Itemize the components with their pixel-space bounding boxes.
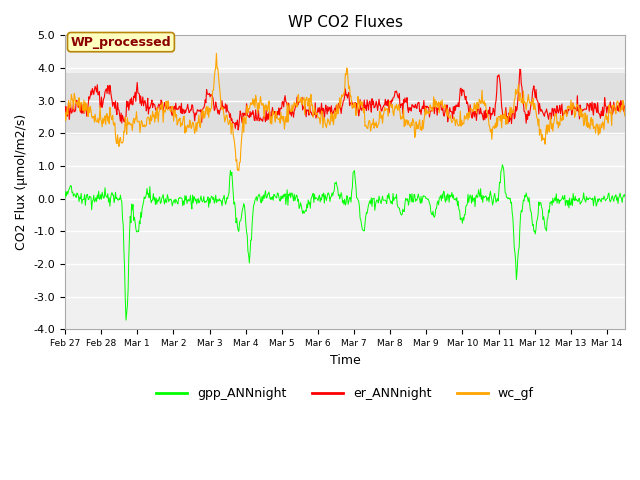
gpp_ANNnight	[545, 207, 552, 213]
wc_gf	[545, 125, 552, 131]
wc_gf	[212, 50, 220, 56]
gpp_ANNnight	[122, 317, 130, 323]
er_ANNnight	[545, 116, 552, 122]
wc_gf	[419, 126, 427, 132]
er_ANNnight	[61, 112, 69, 118]
er_ANNnight	[234, 127, 242, 133]
Y-axis label: CO2 Flux (μmol/m2/s): CO2 Flux (μmol/m2/s)	[15, 114, 28, 251]
wc_gf	[95, 116, 103, 122]
Legend: gpp_ANNnight, er_ANNnight, wc_gf: gpp_ANNnight, er_ANNnight, wc_gf	[151, 383, 539, 406]
X-axis label: Time: Time	[330, 354, 360, 367]
Text: WP_processed: WP_processed	[70, 36, 172, 48]
gpp_ANNnight	[402, 196, 410, 202]
Line: er_ANNnight: er_ANNnight	[65, 69, 625, 130]
Line: gpp_ANNnight: gpp_ANNnight	[65, 165, 625, 320]
wc_gf	[621, 113, 629, 119]
Line: wc_gf: wc_gf	[65, 53, 625, 170]
Bar	[65, 73, 625, 135]
er_ANNnight	[419, 103, 426, 109]
gpp_ANNnight	[419, 197, 426, 203]
er_ANNnight	[516, 66, 524, 72]
gpp_ANNnight	[621, 194, 629, 200]
gpp_ANNnight	[95, 196, 103, 202]
er_ANNnight	[621, 103, 629, 108]
wc_gf	[61, 109, 69, 115]
wc_gf	[388, 105, 396, 110]
er_ANNnight	[486, 116, 494, 122]
gpp_ANNnight	[486, 188, 494, 194]
er_ANNnight	[387, 102, 395, 108]
wc_gf	[487, 126, 495, 132]
gpp_ANNnight	[61, 195, 69, 201]
er_ANNnight	[402, 99, 410, 105]
wc_gf	[235, 168, 243, 173]
Title: WP CO2 Fluxes: WP CO2 Fluxes	[287, 15, 403, 30]
gpp_ANNnight	[387, 201, 395, 206]
gpp_ANNnight	[499, 162, 506, 168]
wc_gf	[403, 118, 410, 123]
er_ANNnight	[95, 89, 103, 95]
